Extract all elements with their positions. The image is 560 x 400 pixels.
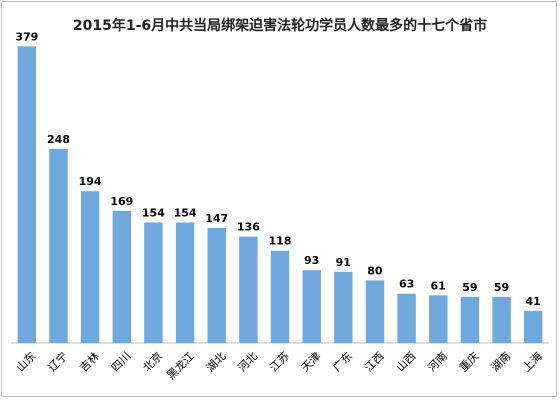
category-label: 湖北	[204, 350, 229, 375]
data-label: 63	[399, 278, 414, 291]
bar	[270, 250, 290, 343]
data-label: 59	[494, 281, 509, 294]
category-label: 山西	[394, 350, 419, 375]
category-label: 上海	[520, 349, 545, 374]
bar	[492, 296, 511, 343]
bar	[175, 222, 195, 343]
bar	[397, 293, 416, 343]
data-label: 379	[15, 30, 38, 43]
data-label: 93	[304, 254, 319, 267]
category-label: 黑龙江	[164, 350, 197, 383]
bar	[460, 296, 480, 343]
category-label: 北京	[140, 349, 165, 374]
data-label: 147	[205, 212, 228, 225]
category-label: 吉林	[76, 349, 101, 374]
bar	[17, 46, 36, 344]
data-label: 248	[47, 133, 70, 146]
category-label: 广东	[330, 350, 355, 375]
bar	[429, 295, 448, 343]
category-label: 江西	[362, 350, 387, 375]
category-label: 河南	[425, 350, 450, 375]
bar	[239, 236, 258, 343]
data-label: 154	[142, 207, 165, 220]
chart-title: 2015年1-6月中共当局绑架迫害法轮功学员人数最多的十七个省市	[72, 18, 488, 34]
bar	[207, 228, 226, 343]
category-label: 湖南	[489, 350, 514, 375]
bar	[302, 270, 321, 343]
data-label: 194	[79, 175, 102, 188]
category-label: 辽宁	[45, 349, 70, 374]
bar	[365, 280, 385, 343]
data-label: 154	[174, 207, 197, 220]
category-label: 四川	[109, 350, 134, 375]
category-label: 山东	[14, 350, 39, 375]
data-label: 41	[526, 295, 541, 308]
data-label: 61	[431, 279, 446, 292]
data-label: 80	[367, 264, 383, 277]
data-label: 118	[269, 235, 292, 248]
bar	[112, 210, 131, 343]
data-label: 169	[110, 195, 133, 208]
bar	[334, 271, 353, 343]
category-label: 河北	[235, 350, 260, 375]
data-label: 91	[336, 256, 351, 269]
data-label: 136	[237, 221, 260, 234]
category-label: 重庆	[456, 349, 481, 374]
bar	[80, 191, 100, 343]
bar	[49, 148, 68, 343]
category-label: 江苏	[267, 350, 292, 375]
data-label: 59	[462, 281, 477, 294]
bar	[524, 310, 543, 343]
category-label: 天津	[299, 350, 324, 375]
bar	[144, 222, 163, 343]
